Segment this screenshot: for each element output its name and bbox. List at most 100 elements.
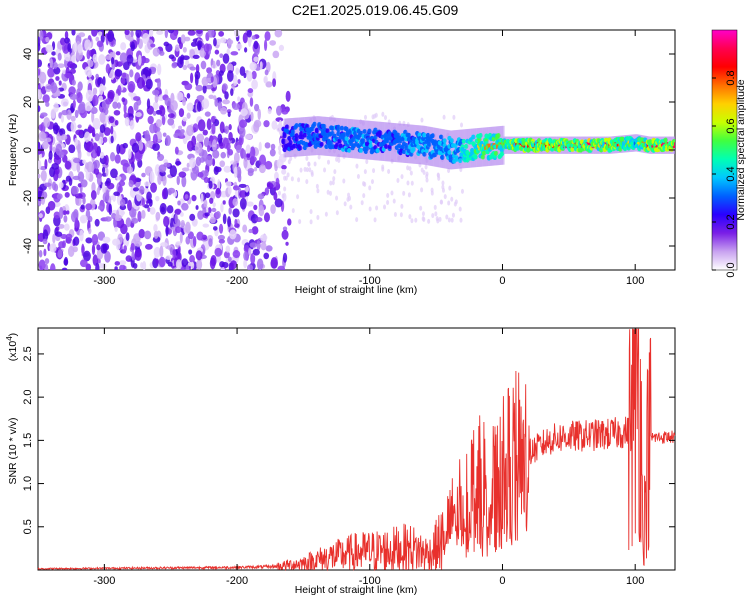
halo-blob xyxy=(390,158,394,164)
noise-blob xyxy=(245,144,251,154)
noise-blob xyxy=(247,264,254,270)
noise-blob xyxy=(119,52,128,64)
signal-core xyxy=(338,143,344,149)
noise-blob xyxy=(146,98,151,110)
noise-blob xyxy=(72,175,81,181)
noise-blob xyxy=(38,59,43,68)
noise-blob xyxy=(84,131,91,143)
noise-blob xyxy=(71,54,76,63)
noise-blob xyxy=(72,157,81,164)
noise-blob xyxy=(108,203,113,216)
noise-blob xyxy=(52,233,56,244)
noise-blob xyxy=(237,79,241,84)
noise-blob xyxy=(244,133,253,140)
noise-blob xyxy=(278,119,283,132)
noise-blob xyxy=(91,244,96,255)
noise-blob xyxy=(209,197,214,204)
noise-blob xyxy=(43,182,52,187)
signal-core xyxy=(491,136,496,142)
noise-blob xyxy=(129,120,135,130)
signal-envelope xyxy=(348,118,351,158)
halo-blob xyxy=(348,195,352,201)
noise-blob xyxy=(182,116,188,122)
noise-blob xyxy=(190,72,194,84)
noise-blob xyxy=(212,60,216,69)
halo-blob xyxy=(433,204,437,210)
noise-blob xyxy=(192,236,197,247)
noise-blob xyxy=(38,89,41,100)
signal-envelope xyxy=(290,118,294,157)
noise-blob xyxy=(156,153,165,162)
signal-core xyxy=(438,134,444,140)
noise-blob xyxy=(64,191,70,198)
signal-core xyxy=(319,141,324,147)
halo-blob xyxy=(329,180,333,186)
noise-blob xyxy=(56,193,63,200)
spectrogram-x-axis-label: Height of straight line (km) xyxy=(295,284,418,296)
noise-blob xyxy=(155,258,159,265)
noise-blob xyxy=(278,44,285,52)
halo-blob xyxy=(441,180,445,186)
noise-blob xyxy=(107,182,115,190)
noise-blob xyxy=(55,76,60,81)
halo-blob xyxy=(425,158,429,164)
noise-blob xyxy=(232,198,239,207)
signal-core xyxy=(499,151,505,157)
halo-blob xyxy=(427,218,431,224)
signal-core xyxy=(339,125,345,131)
halo-blob xyxy=(298,219,302,225)
noise-blob xyxy=(128,179,134,188)
noise-blob xyxy=(84,101,93,112)
noise-blob xyxy=(217,234,225,241)
noise-blob xyxy=(64,37,70,44)
spectrogram-x-ticks: -300 -200 -100 0 100 xyxy=(93,30,644,287)
noise-blob xyxy=(149,207,156,215)
noise-blob xyxy=(74,137,78,147)
noise-blob xyxy=(137,54,142,66)
signal-core xyxy=(406,148,412,154)
noise-blob xyxy=(77,148,82,161)
noise-blob xyxy=(197,210,204,220)
noise-blob xyxy=(97,31,103,37)
noise-blob xyxy=(255,217,263,223)
halo-blob xyxy=(362,193,366,199)
noise-blob xyxy=(266,182,274,190)
noise-blob xyxy=(200,60,207,70)
noise-blob xyxy=(182,97,186,106)
noise-blob xyxy=(104,216,112,222)
noise-blob xyxy=(104,154,109,166)
noise-blob xyxy=(97,205,104,210)
noise-blob xyxy=(239,197,247,210)
noise-blob xyxy=(127,148,132,160)
noise-blob xyxy=(195,84,203,92)
signal-core xyxy=(570,147,575,152)
noise-blob xyxy=(153,246,161,258)
signal-envelope xyxy=(377,121,381,161)
signal-envelope xyxy=(285,118,289,158)
noise-blob xyxy=(251,35,256,40)
noise-blob xyxy=(122,142,128,149)
noise-blob xyxy=(114,214,122,222)
halo-blob xyxy=(359,119,363,125)
noise-blob xyxy=(270,257,278,269)
halo-blob xyxy=(431,213,435,219)
noise-blob xyxy=(148,199,153,207)
noise-blob xyxy=(80,204,85,210)
noise-blob xyxy=(39,30,44,41)
noise-blob xyxy=(243,244,250,253)
noise-blob xyxy=(168,54,175,59)
noise-blob xyxy=(195,156,202,167)
noise-blob xyxy=(50,108,56,119)
noise-blob xyxy=(85,141,94,153)
noise-blob xyxy=(205,192,211,199)
noise-blob xyxy=(212,226,218,231)
noise-blob xyxy=(78,32,86,38)
signal-core xyxy=(348,130,353,135)
noise-blob xyxy=(102,76,106,86)
noise-blob xyxy=(38,213,43,219)
spectrogram-y-axis-label: Frequency (Hz) xyxy=(7,114,19,186)
noise-blob xyxy=(141,79,146,88)
noise-blob xyxy=(251,70,257,80)
halo-blob xyxy=(277,190,281,196)
